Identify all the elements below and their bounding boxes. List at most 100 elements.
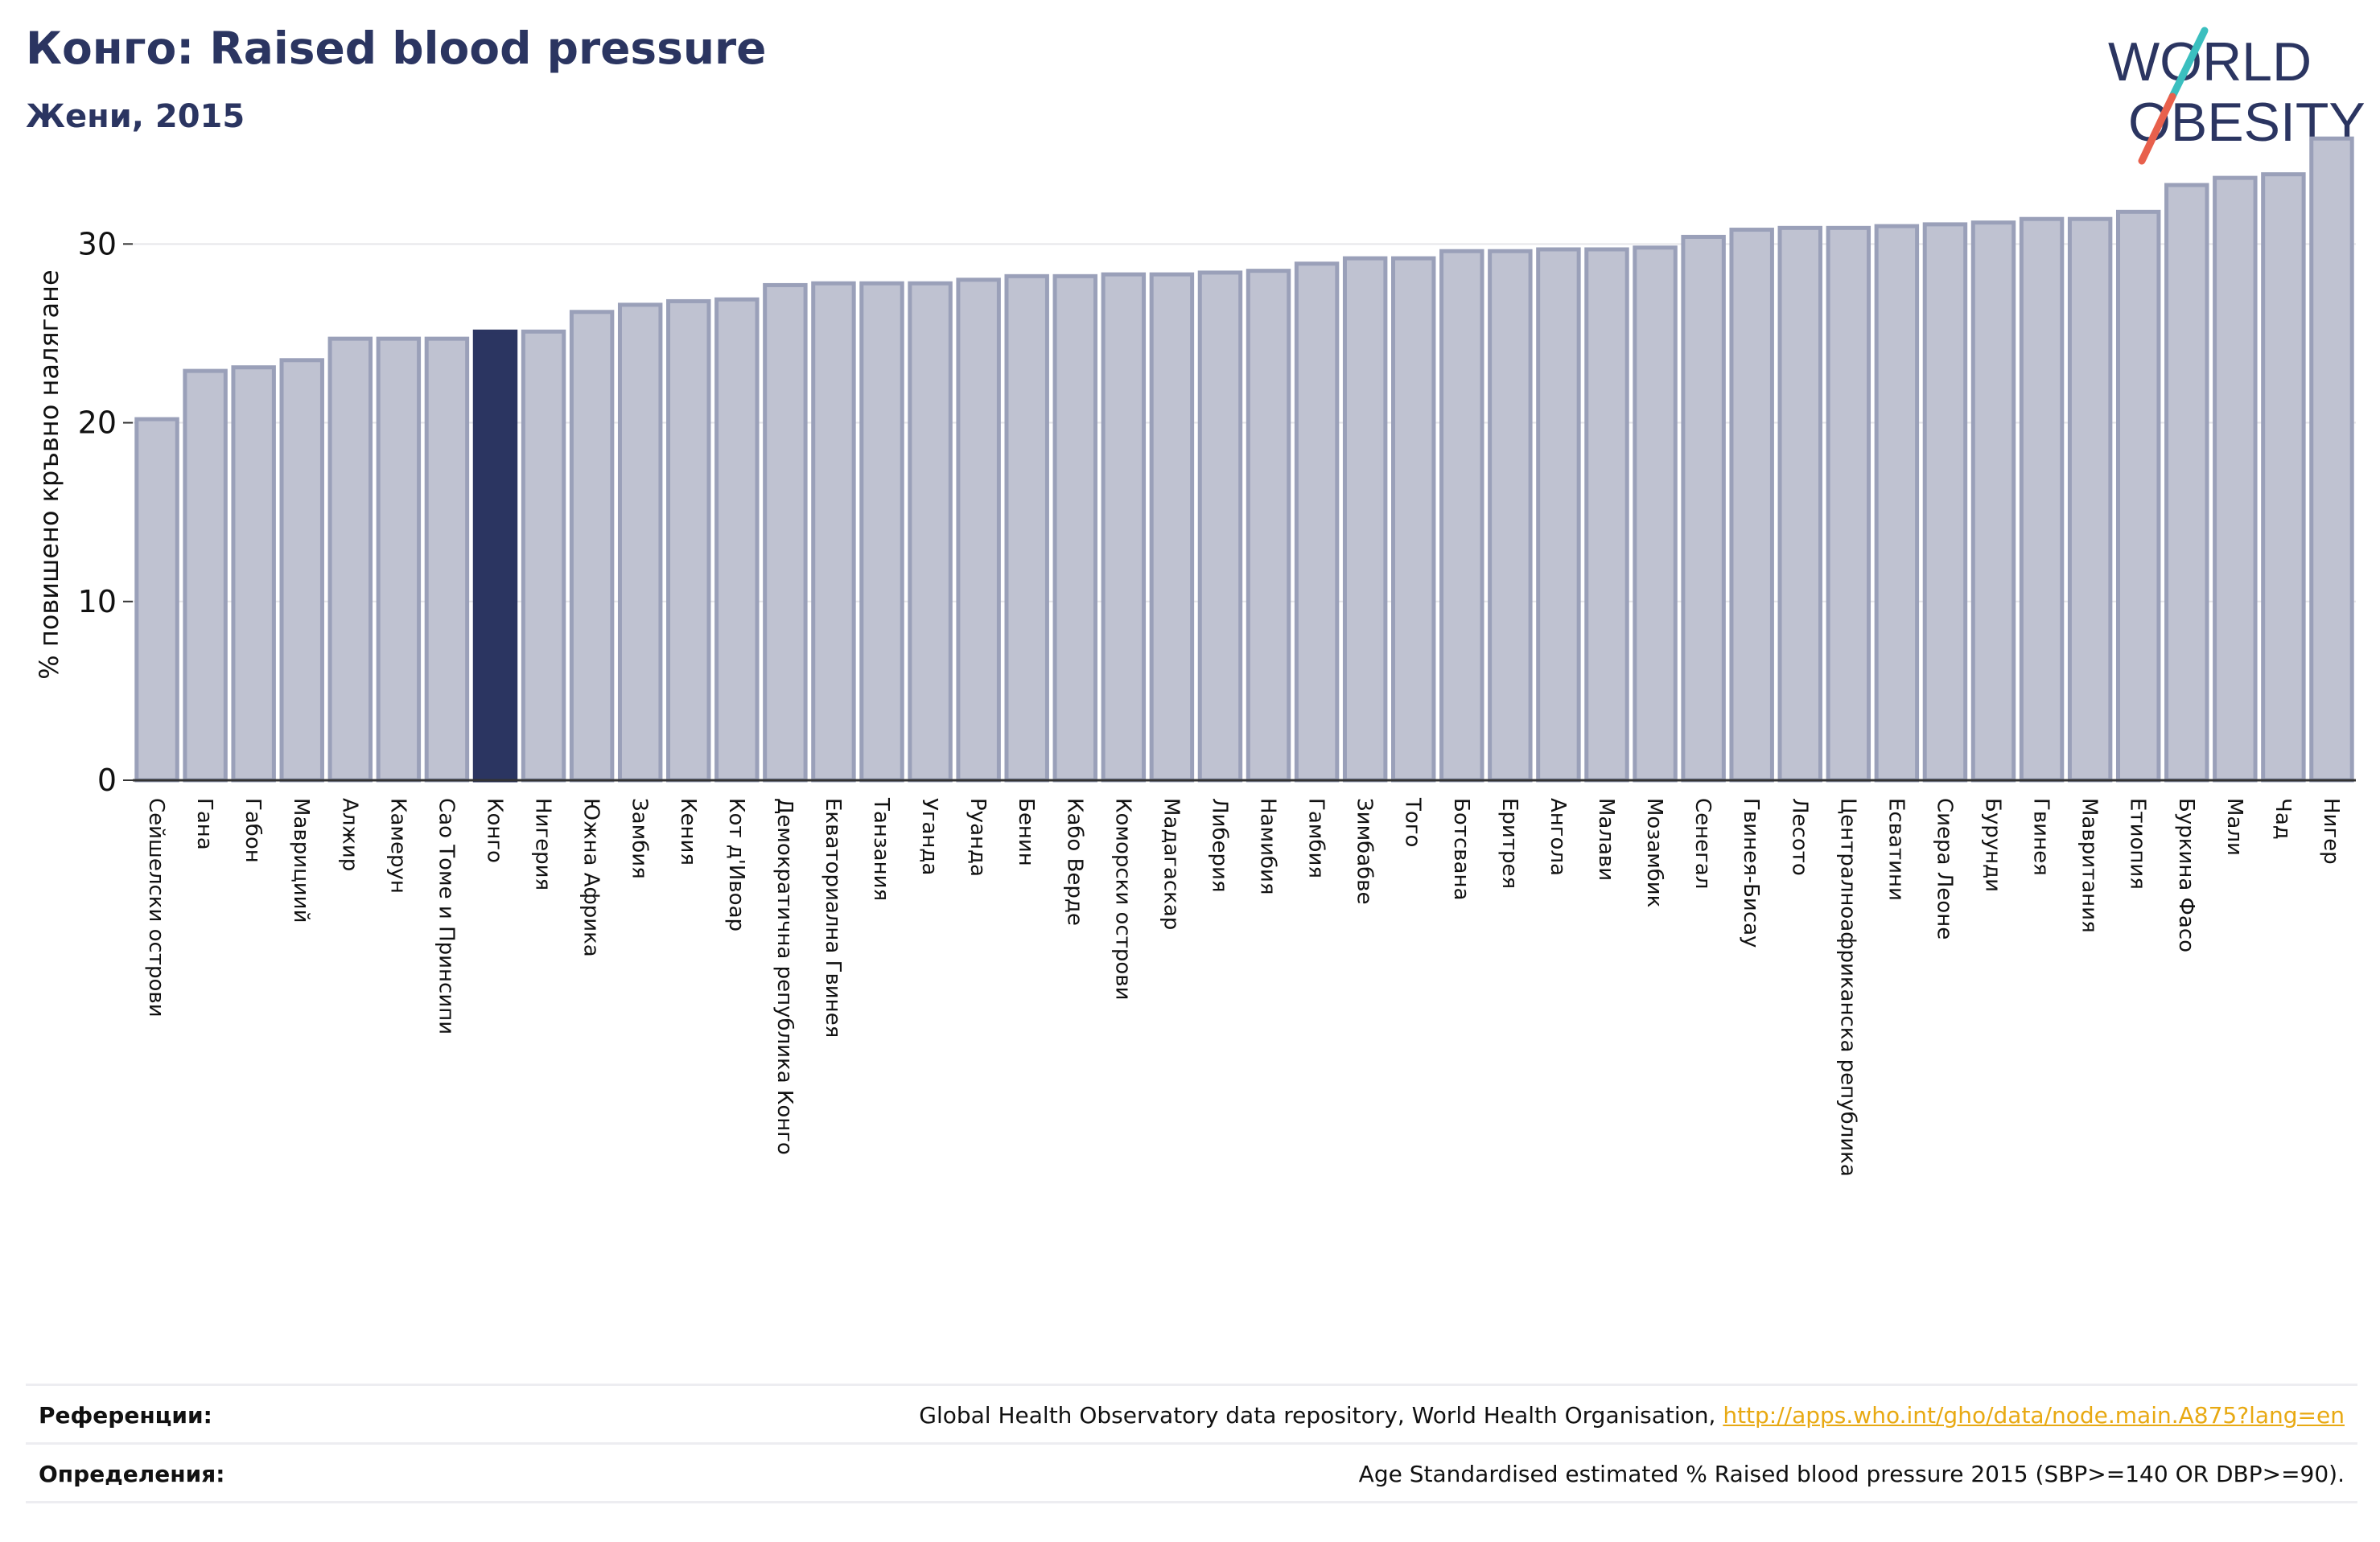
x-tick-label: Нигерия <box>531 798 555 890</box>
bar <box>521 329 566 783</box>
x-tick-label: Коморски острови <box>1110 798 1134 1001</box>
x-tick-label: Намибия <box>1256 798 1280 895</box>
x-tick-label: Чад <box>2271 798 2295 840</box>
x-tick-label: Есватини <box>1884 798 1908 901</box>
bar <box>763 282 808 783</box>
bar <box>1342 256 1388 783</box>
x-tick-label: Габон <box>241 798 265 863</box>
bar <box>1922 222 1968 783</box>
bar <box>327 336 373 783</box>
bar-chart: 0 10 20 30 Сейшелски острови Гана Габон Мавриц… <box>34 136 2356 1177</box>
definitions-value: Age Standardised estimated % Raised bloo… <box>1358 1461 2345 1487</box>
bar <box>1584 247 1629 783</box>
x-tick-label: Бурунди <box>1981 798 2005 892</box>
x-tick-label: Алжир <box>337 798 361 871</box>
bar <box>2261 172 2306 783</box>
x-tick-label: Гана <box>192 798 216 850</box>
x-tick-label: Замбия <box>628 798 652 879</box>
x-tick-label: Демократична република Конго <box>772 798 797 1155</box>
y-tick-label: 20 <box>78 405 117 441</box>
definitions-label: Определения: <box>39 1461 225 1487</box>
bar <box>376 336 422 783</box>
x-tick-label: Бенин <box>1014 798 1038 866</box>
logo-line1: WORLD <box>2108 31 2312 93</box>
y-tick-label: 0 <box>97 763 117 798</box>
definitions-row: Определения: Age Standardised estimated … <box>26 1442 2357 1503</box>
bar <box>2213 175 2258 783</box>
x-tick-label: Гвинея <box>2029 798 2053 876</box>
chart-subtitle: Жени, 2015 <box>26 98 245 135</box>
bar <box>811 281 856 783</box>
x-tick-label: Нигер <box>2319 798 2343 865</box>
x-tick-label: Зимбабве <box>1353 798 1377 905</box>
x-tick-label: Мадагаскар <box>1159 798 1183 930</box>
x-tick-label: Кабо Верде <box>1062 798 1086 926</box>
y-axis-label: % повишено кръвно налягане <box>34 269 64 679</box>
x-tick-label: Централноафриканска република <box>1835 798 1859 1177</box>
bar <box>279 358 324 783</box>
x-tick-label: Мавритания <box>2077 798 2102 933</box>
bar <box>1294 261 1340 783</box>
x-tick-label: Кения <box>676 798 700 866</box>
bar <box>231 365 276 783</box>
bar <box>1149 272 1195 783</box>
references-row: Референции: Global Health Observatory da… <box>26 1384 2357 1442</box>
x-tick-label: Того <box>1401 797 1425 847</box>
x-tick-label: Либерия <box>1207 798 1231 893</box>
bar-highlighted <box>472 329 518 783</box>
references-text: Global Health Observatory data repositor… <box>919 1402 1723 1429</box>
x-tick-label: Сиера Леоне <box>1932 798 1956 940</box>
x-tick-label: Танзания <box>869 797 893 901</box>
x-tick-label: Кот д'Ивоар <box>724 798 748 931</box>
bar <box>859 281 904 783</box>
bar <box>1729 228 1774 783</box>
references-link[interactable]: http://apps.who.int/gho/data/node.main.A… <box>1723 1402 2345 1429</box>
axes: 0 10 20 30 <box>78 226 2356 798</box>
y-tick-label: 10 <box>78 584 117 619</box>
bar <box>1197 270 1243 783</box>
x-tick-label: Сенегал <box>1690 798 1715 889</box>
x-tick-label: Буркина Фасо <box>2174 798 2198 952</box>
bar <box>666 298 711 783</box>
chart-title: Конго: Raised blood pressure <box>26 23 767 74</box>
bar <box>617 302 663 783</box>
x-tick-label: Маврициий <box>289 798 313 923</box>
bar <box>1246 269 1291 783</box>
bar <box>1874 224 1920 783</box>
bar <box>134 417 179 783</box>
bar <box>1004 273 1049 783</box>
references-table: Референции: Global Health Observatory da… <box>26 1384 2357 1503</box>
x-tick-label: Сао Томе и Принсипи <box>434 798 458 1034</box>
bar <box>2164 183 2209 783</box>
bar <box>2019 216 2065 783</box>
x-tick-label: Конго <box>482 798 506 863</box>
bars <box>134 136 2354 783</box>
bar <box>1536 247 1581 783</box>
x-tick-label: Ботсвана <box>1449 798 1473 900</box>
logo-slash-top <box>2168 27 2209 101</box>
references-label: Референции: <box>39 1402 212 1429</box>
x-tick-label: Гамбия <box>1304 798 1328 878</box>
bar <box>1052 273 1097 783</box>
bar <box>2115 209 2161 783</box>
logo-slash-bottom <box>2138 93 2176 165</box>
bar <box>1488 249 1533 783</box>
bar <box>956 278 1001 783</box>
bar <box>183 368 228 783</box>
bar <box>1777 225 1822 783</box>
x-tick-label: Малави <box>1594 798 1618 881</box>
x-tick-label: Мали <box>2222 798 2246 856</box>
bar <box>2067 216 2113 783</box>
x-tick-label: Лесото <box>1787 798 1811 876</box>
bar <box>1970 220 2016 783</box>
bar <box>569 310 615 783</box>
bar <box>1633 245 1678 783</box>
bar <box>908 281 953 783</box>
x-tick-label: Южна Африка <box>579 798 603 957</box>
x-tick-label: Камерун <box>385 798 410 894</box>
bar <box>1391 256 1436 783</box>
x-tick-label: Гвинея-Бисау <box>1739 798 1763 948</box>
x-tick-label: Руанда <box>966 798 990 877</box>
references-value: Global Health Observatory data repositor… <box>919 1402 2345 1429</box>
x-tick-label: Сейшелски острови <box>144 798 168 1018</box>
